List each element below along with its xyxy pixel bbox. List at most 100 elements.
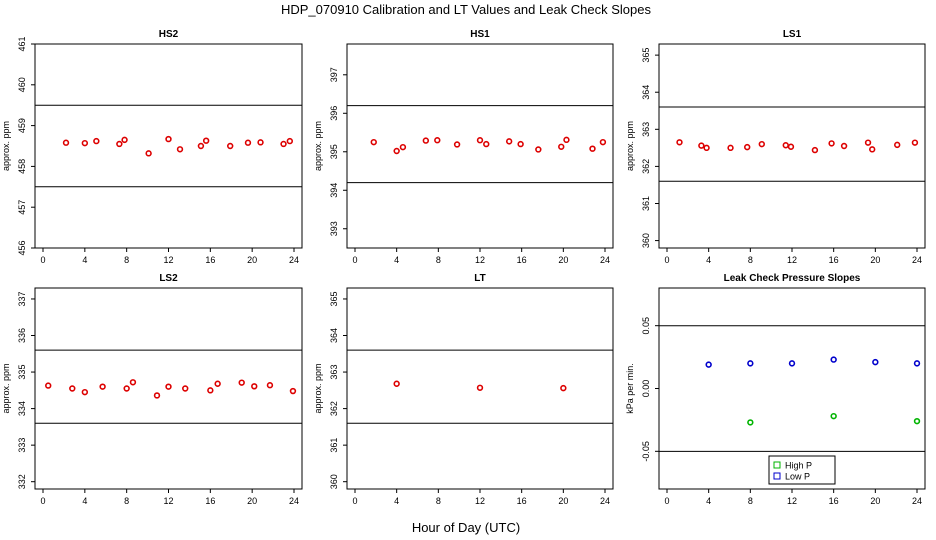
data-point <box>589 145 596 152</box>
x-tick-label: 0 <box>40 255 45 265</box>
data-point <box>69 385 76 392</box>
x-tick-label: 24 <box>289 496 299 506</box>
data-point <box>62 139 70 146</box>
x-tick-label: 24 <box>289 255 299 265</box>
plot-frame <box>346 43 614 249</box>
chart-panel-1: HS2 approx. ppm 0 4 8 12 16 20 24 456 457 458 459 460… <box>1 29 303 265</box>
x-tick-label: 0 <box>40 496 45 506</box>
data-point-low-p <box>705 361 712 368</box>
data-point <box>81 139 89 147</box>
y-tick-label: 396 <box>329 106 339 121</box>
chart-panel-5: LT approx. ppm 0 4 8 12 16 20 24 360 361 362 363 364 3… <box>313 273 614 506</box>
legend-label: High P <box>785 461 812 471</box>
y-tick-label: 460 <box>17 77 27 92</box>
y-tick-label: 332 <box>17 474 27 489</box>
y-tick-label: 360 <box>641 233 651 248</box>
y-tick-label: 364 <box>329 328 339 343</box>
data-point <box>505 138 513 145</box>
data-point <box>453 141 461 148</box>
x-tick-label: 24 <box>912 496 922 506</box>
x-tick-label: 20 <box>247 255 257 265</box>
y-tick-label: 337 <box>17 291 27 306</box>
y-tick-label: 364 <box>641 85 651 100</box>
x-tick-label: 4 <box>706 496 711 506</box>
data-point <box>840 142 848 150</box>
data-point <box>145 150 152 157</box>
x-tick-label: 12 <box>475 255 485 265</box>
data-point <box>393 147 400 155</box>
data-point-low-p <box>913 360 921 367</box>
data-point <box>123 385 130 392</box>
y-axis-label: approx. ppm <box>1 363 11 413</box>
y-tick-label: 336 <box>17 328 27 343</box>
y-tick-label: 393 <box>329 221 339 236</box>
y-axis-label: approx. ppm <box>625 121 635 171</box>
x-tick-label: 0 <box>664 255 669 265</box>
y-tick-label: -0.05 <box>641 441 651 462</box>
x-tick-label: 24 <box>912 255 922 265</box>
data-point <box>558 143 565 150</box>
panel-title: HS1 <box>470 29 490 40</box>
data-point <box>393 380 400 387</box>
data-point <box>703 144 710 152</box>
y-tick-label: 458 <box>17 159 27 174</box>
data-point-low-p <box>872 358 879 366</box>
data-point <box>911 139 919 146</box>
y-tick-label: 363 <box>641 122 651 137</box>
data-point <box>129 379 137 386</box>
data-point <box>244 139 252 146</box>
data-point <box>121 136 128 144</box>
data-point-low-p <box>747 360 754 367</box>
data-point <box>599 138 607 146</box>
x-tick-label: 16 <box>205 496 215 506</box>
y-tick-label: 457 <box>17 200 27 215</box>
x-tick-label: 8 <box>748 255 753 265</box>
panel-title: LS2 <box>159 273 178 284</box>
data-point <box>434 137 441 144</box>
y-tick-label: 335 <box>17 365 27 380</box>
x-tick-label: 12 <box>475 496 485 506</box>
y-tick-label: 362 <box>329 401 339 416</box>
y-tick-label: 397 <box>329 67 339 82</box>
y-tick-label: 0.00 <box>641 380 651 398</box>
data-point <box>176 146 184 153</box>
x-tick-label: 16 <box>829 496 839 506</box>
data-point <box>99 383 106 390</box>
data-point <box>280 140 287 148</box>
x-tick-label: 4 <box>706 255 711 265</box>
plot-frame <box>346 287 614 490</box>
x-tick-label: 0 <box>664 496 669 506</box>
data-point <box>197 142 205 150</box>
data-point <box>238 379 245 386</box>
y-tick-label: 360 <box>329 474 339 489</box>
data-point <box>266 382 274 389</box>
x-tick-label: 8 <box>436 496 441 506</box>
y-tick-label: 333 <box>17 438 27 453</box>
x-tick-label: 4 <box>394 496 399 506</box>
x-tick-label: 16 <box>205 255 215 265</box>
data-point <box>787 143 795 150</box>
data-point <box>93 137 100 145</box>
data-point <box>563 136 570 144</box>
data-point <box>476 137 484 144</box>
data-point <box>116 140 123 148</box>
data-point <box>698 142 705 149</box>
x-tick-label: 20 <box>558 255 568 265</box>
x-tick-label: 12 <box>787 496 797 506</box>
data-point <box>560 384 567 392</box>
x-tick-label: 12 <box>787 255 797 265</box>
panel-title: LT <box>474 273 485 284</box>
chart-panel-6: Leak Check Pressure Slopes kPa per min. 0 4… <box>625 273 926 506</box>
panel-title: Leak Check Pressure Slopes <box>724 273 861 284</box>
data-point-low-p <box>830 356 837 363</box>
x-tick-label: 16 <box>517 496 527 506</box>
data-point <box>811 146 819 154</box>
y-tick-label: 361 <box>329 438 339 453</box>
data-point <box>422 137 430 144</box>
y-axis-label: approx. ppm <box>313 363 323 413</box>
data-point <box>165 135 172 143</box>
x-tick-label: 20 <box>870 496 880 506</box>
x-tick-label: 4 <box>82 496 87 506</box>
x-tick-label: 20 <box>558 496 568 506</box>
